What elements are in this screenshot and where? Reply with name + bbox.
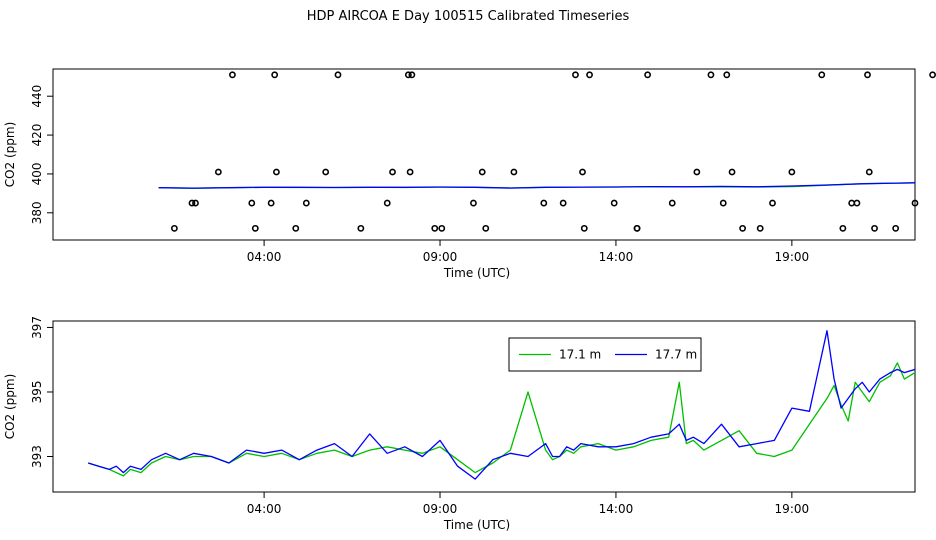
y-tick-label: 420 [30,124,44,147]
data-point [668,199,676,207]
data-point [728,168,736,176]
y-tick-label: 397 [30,316,44,339]
data-point [229,71,236,79]
data-point [788,168,796,176]
data-point [357,224,365,232]
y-tick-label: 440 [30,85,44,108]
data-point [848,199,856,207]
data-point [839,224,847,232]
data-point [510,168,518,176]
data-point [188,199,196,207]
data-point [322,168,330,176]
data-point [610,199,618,207]
data-point [540,199,548,207]
y-tick-label: 380 [30,201,44,224]
data-point [389,168,396,176]
data-point [769,199,776,207]
x-tick-label: 14:00 [599,502,634,516]
plot-frame-bottom [52,320,916,493]
y-axis-label: CO2 (ppm) [3,374,17,440]
x-tick-label: 19:00 [775,502,810,516]
data-point [170,224,178,232]
data-point [719,199,727,207]
data-point [865,168,873,176]
data-point [579,168,586,176]
x-tick-label: 04:00 [247,250,282,264]
data-point [892,224,900,232]
legend-entry: 17.7 m [655,348,697,362]
x-axis-label: Time (UTC) [443,518,510,532]
data-point [644,71,652,79]
data-point [633,224,641,232]
data-point [871,224,878,232]
data-point [853,199,861,207]
data-point [586,71,593,79]
data-point [248,199,256,207]
x-tick-label: 09:00 [423,250,458,264]
data-point [739,224,746,232]
data-point [404,71,412,79]
data-point [383,199,391,207]
data-point [911,199,919,207]
data-point [302,199,310,207]
data-point [408,71,416,79]
data-point [192,199,199,207]
series-line-1 [158,182,915,189]
y-tick-label: 395 [30,381,44,404]
data-point [431,224,439,232]
y-axis-label: CO2 (ppm) [3,122,17,188]
legend-entry: 17.1 m [559,348,601,362]
data-point [818,71,826,79]
data-point [406,168,414,176]
data-point [929,71,936,79]
data-point [214,168,222,176]
x-tick-label: 04:00 [247,502,282,516]
x-tick-label: 09:00 [423,502,458,516]
data-point [470,199,477,207]
data-point [693,168,701,176]
x-tick-label: 19:00 [775,250,810,264]
data-point [271,71,279,79]
data-point [756,224,764,232]
x-tick-label: 14:00 [599,250,634,264]
data-point [707,71,715,79]
data-point [292,224,300,232]
data-point [267,199,275,207]
data-point [251,224,259,232]
series-line-17-7-m [88,330,915,480]
data-point [572,71,579,79]
chart-title: HDP AIRCOA E Day 100515 Calibrated Times… [306,9,630,24]
data-point [580,224,588,232]
data-point [482,224,490,232]
y-tick-label: 393 [30,445,44,468]
data-point [334,71,342,79]
data-point [438,224,446,232]
y-tick-label: 400 [30,162,44,185]
data-point [723,71,731,79]
data-point [273,168,280,176]
data-point [478,168,486,176]
x-axis-label: Time (UTC) [443,266,510,280]
data-point [864,71,871,79]
plot-frame-top [52,68,916,241]
data-point [559,199,567,207]
